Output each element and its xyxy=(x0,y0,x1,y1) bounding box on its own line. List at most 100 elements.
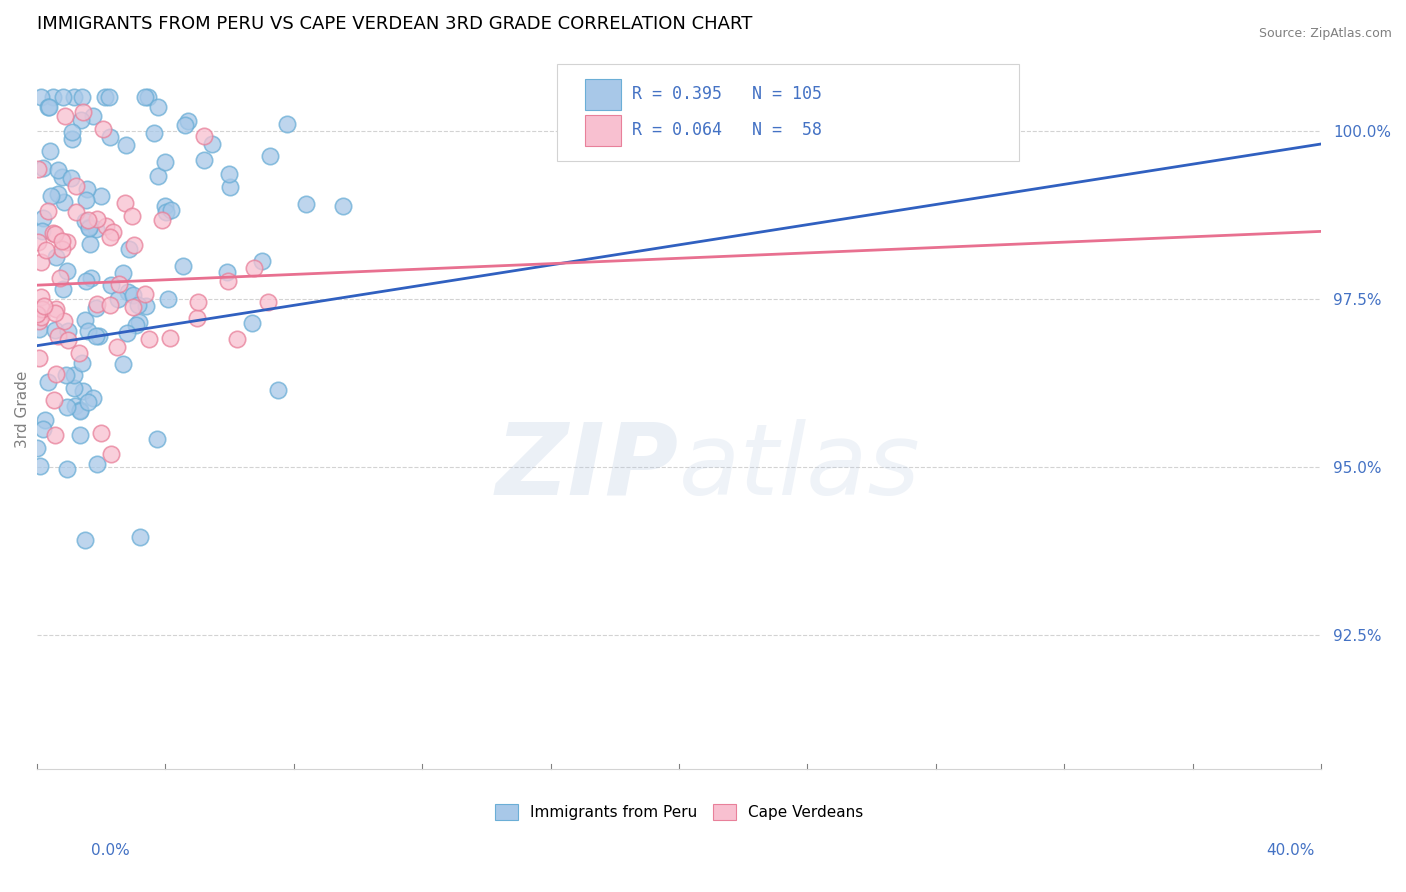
Point xyxy=(77,220,100,235)
Point xyxy=(37,375,59,389)
Point xyxy=(30,290,52,304)
Point xyxy=(46,329,69,343)
Point xyxy=(65,399,87,413)
Point xyxy=(145,432,167,446)
Point xyxy=(56,235,79,249)
Point xyxy=(86,221,108,235)
Point xyxy=(32,299,55,313)
Point xyxy=(72,384,94,399)
Text: 0.0%: 0.0% xyxy=(91,843,131,858)
Point xyxy=(86,301,108,315)
Point xyxy=(32,161,55,175)
Point xyxy=(187,295,209,310)
Point xyxy=(111,357,134,371)
Point xyxy=(76,194,98,208)
Point xyxy=(159,331,181,345)
Point xyxy=(160,202,183,217)
Point xyxy=(31,301,53,316)
Point xyxy=(27,235,49,249)
Point xyxy=(25,441,48,455)
Legend: Immigrants from Peru, Cape Verdeans: Immigrants from Peru, Cape Verdeans xyxy=(489,798,869,826)
Point xyxy=(173,118,195,132)
Text: R = 0.064   N =  58: R = 0.064 N = 58 xyxy=(631,121,821,139)
Point xyxy=(72,105,94,120)
Point xyxy=(30,459,52,474)
Point xyxy=(129,531,152,545)
Point xyxy=(218,179,240,194)
Point xyxy=(172,259,194,273)
Point xyxy=(148,169,170,184)
Point xyxy=(98,230,121,244)
Point xyxy=(30,90,52,104)
Point xyxy=(46,162,69,177)
Point xyxy=(60,125,83,139)
Point xyxy=(28,322,51,336)
Point xyxy=(100,277,122,292)
Point xyxy=(193,128,215,143)
Point xyxy=(44,323,66,337)
Point xyxy=(42,90,65,104)
Point xyxy=(75,214,97,228)
Point xyxy=(86,457,108,471)
Point xyxy=(295,196,318,211)
Point xyxy=(77,212,100,227)
Point xyxy=(134,287,156,301)
Point xyxy=(86,297,108,311)
Text: ZIP: ZIP xyxy=(496,418,679,516)
Point xyxy=(60,132,83,146)
Point xyxy=(30,254,52,268)
Point xyxy=(77,395,100,409)
Point xyxy=(90,189,112,203)
Point xyxy=(35,244,58,258)
Point xyxy=(240,316,263,330)
Point xyxy=(65,179,87,194)
Point xyxy=(114,138,136,153)
Text: IMMIGRANTS FROM PERU VS CAPE VERDEAN 3RD GRADE CORRELATION CHART: IMMIGRANTS FROM PERU VS CAPE VERDEAN 3RD… xyxy=(37,15,752,33)
Point xyxy=(28,313,51,327)
Point xyxy=(67,346,90,360)
Point xyxy=(217,274,239,288)
Point xyxy=(69,402,91,417)
Point xyxy=(44,428,66,442)
Point xyxy=(45,302,67,317)
Point xyxy=(91,121,114,136)
Point xyxy=(52,282,75,296)
Point xyxy=(31,224,53,238)
Point xyxy=(100,130,122,145)
Point xyxy=(125,318,148,332)
Point xyxy=(121,209,143,223)
Point xyxy=(53,195,76,210)
Point xyxy=(59,170,82,185)
Point xyxy=(70,90,93,104)
Point xyxy=(217,265,239,279)
Point xyxy=(138,332,160,346)
Point xyxy=(62,381,84,395)
Point xyxy=(94,219,117,233)
Point xyxy=(82,109,104,123)
Point xyxy=(28,351,51,365)
Point xyxy=(257,294,280,309)
Point xyxy=(107,293,129,307)
Point xyxy=(94,90,117,104)
Point xyxy=(138,90,160,104)
Point xyxy=(87,328,110,343)
Point xyxy=(55,109,77,123)
Point xyxy=(105,339,128,353)
Point xyxy=(266,383,288,397)
Point xyxy=(121,287,143,301)
Point xyxy=(42,226,65,240)
Point xyxy=(135,299,157,313)
Point xyxy=(41,188,63,202)
Point xyxy=(73,533,96,548)
Point xyxy=(250,254,273,268)
Point xyxy=(193,153,215,167)
Point xyxy=(98,90,121,104)
Point xyxy=(53,314,76,328)
Point xyxy=(76,182,98,196)
Point xyxy=(44,393,66,408)
FancyBboxPatch shape xyxy=(557,64,1019,161)
Point xyxy=(77,220,100,235)
Point xyxy=(134,90,156,104)
Point xyxy=(25,307,48,321)
Text: R = 0.395   N = 105: R = 0.395 N = 105 xyxy=(631,86,821,103)
